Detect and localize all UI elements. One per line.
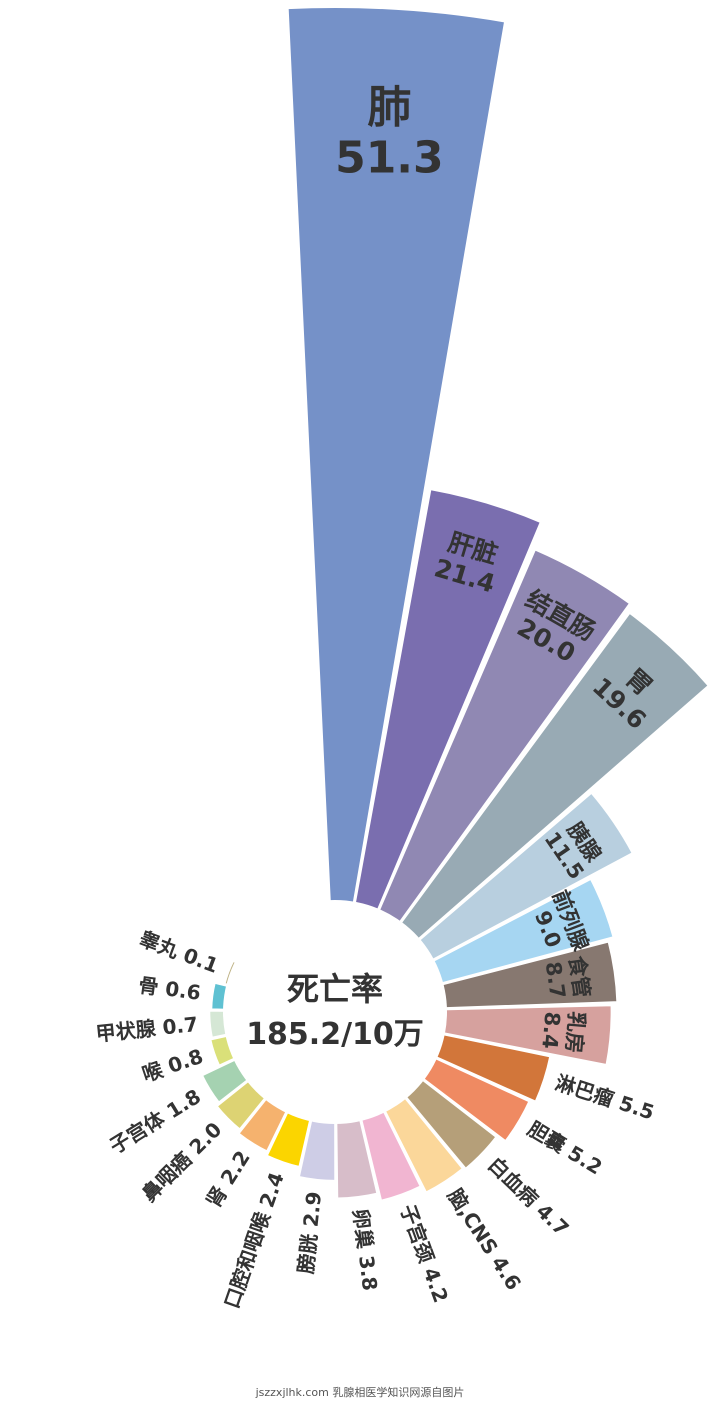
label-group-食管: 食管8.7 (541, 954, 594, 1000)
value-label: 8.4 (537, 1011, 564, 1050)
label-睾丸: 睾丸 0.1 (136, 926, 222, 977)
center-label-line1: 死亡率 (287, 970, 383, 1008)
label-group-肺: 肺51.3 (335, 82, 444, 184)
watermark: jszzxjlhk.com 乳腺相医学知识网源自图片 (255, 1385, 465, 1399)
category-label: 乳房 (561, 1010, 588, 1054)
label-淋巴瘤: 淋巴瘤 5.5 (552, 1070, 657, 1124)
label-肾: 肾 2.2 (201, 1146, 255, 1212)
label-白血病: 白血病 4.7 (483, 1152, 573, 1240)
label-甲状腺: 甲状腺 0.7 (95, 1012, 199, 1046)
center-hole (223, 900, 447, 1124)
label-脑,CNS: 脑,CNS 4.6 (443, 1184, 526, 1294)
category-label: 食管 (564, 954, 594, 999)
category-label: 肺 (367, 82, 411, 133)
center-label-line2: 185.2/10万 (246, 1017, 424, 1052)
label-group-乳房: 乳房8.4 (537, 1010, 588, 1054)
label-膀胱: 膀胱 2.9 (293, 1190, 326, 1275)
value-label: 51.3 (335, 133, 444, 184)
label-喉: 喉 0.8 (139, 1044, 206, 1087)
label-子宫颈: 子宫颈 4.2 (396, 1201, 454, 1305)
label-胆囊: 胆囊 5.2 (523, 1116, 606, 1179)
label-卵巢: 卵巢 3.8 (348, 1207, 382, 1292)
rose-slices (200, 6, 711, 1202)
value-label: 8.7 (541, 960, 570, 1000)
label-骨: 骨 0.6 (137, 973, 202, 1005)
